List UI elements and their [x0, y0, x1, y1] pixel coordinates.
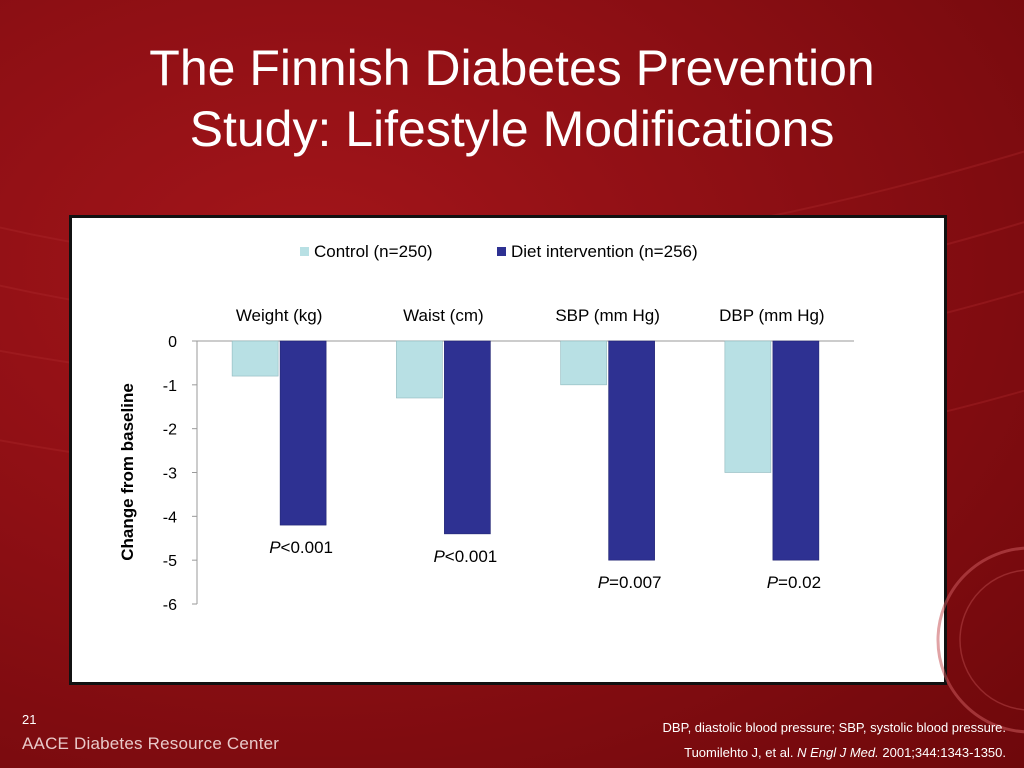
p-value-label-3: P=0.007 — [598, 573, 662, 592]
y-tick-label: -6 — [163, 597, 177, 614]
bar-intervention-2 — [444, 340, 491, 535]
citation-authors: Tuomilehto J, et al. — [684, 745, 794, 760]
citation-journal: N Engl J Med. — [797, 745, 879, 760]
footnote-abbreviations: DBP, diastolic blood pressure; SBP, syst… — [662, 720, 1006, 735]
y-axis-title: Change from baseline — [118, 383, 137, 561]
category-label: SBP (mm Hg) — [555, 306, 660, 325]
y-tick-label: -4 — [163, 509, 177, 526]
slide-number: 21 — [22, 712, 37, 727]
footer-brand: AACE Diabetes Resource Center — [22, 734, 280, 753]
legend-label-2: Diet intervention (n=256) — [511, 242, 698, 261]
p-value-label-4: P=0.02 — [767, 573, 821, 592]
slide-title-line1: The Finnish Diabetes Prevention — [149, 40, 875, 96]
legend-swatch-2 — [497, 247, 506, 256]
bar-control-2 — [396, 340, 443, 399]
y-tick-label: 0 — [168, 334, 177, 351]
bar-control-4 — [724, 340, 772, 473]
category-label: Weight (kg) — [236, 306, 323, 325]
bar-chart: Control (n=250) Diet intervention (n=256)… — [118, 242, 854, 614]
slide-title: The Finnish Diabetes Prevention Study: L… — [0, 38, 1024, 160]
bar-intervention-3 — [608, 340, 655, 561]
y-tick-label: -1 — [163, 378, 177, 395]
citation-details: 2001;344:1343-1350. — [882, 745, 1006, 760]
bar-intervention-1 — [279, 340, 327, 526]
category-label: DBP (mm Hg) — [719, 306, 824, 325]
chart-panel: Control (n=250) Diet intervention (n=256)… — [69, 215, 947, 685]
legend-label-1: Control (n=250) — [314, 242, 433, 261]
bar-intervention-4 — [772, 340, 820, 561]
y-tick-label: -2 — [163, 422, 177, 439]
aace-seal-watermark — [936, 546, 1024, 734]
bar-control-3 — [560, 340, 607, 386]
y-tick-label: -3 — [163, 466, 177, 483]
legend-swatch-1 — [300, 247, 309, 256]
footnote-citation: Tuomilehto J, et al. N Engl J Med. 2001;… — [684, 745, 1006, 760]
p-value-label-2: P<0.001 — [433, 547, 497, 566]
p-value-label-1: P<0.001 — [269, 538, 333, 557]
y-tick-label: -5 — [163, 553, 177, 570]
bar-control-1 — [231, 340, 279, 377]
slide-title-line2: Study: Lifestyle Modifications — [189, 101, 835, 157]
category-label: Waist (cm) — [403, 306, 484, 325]
